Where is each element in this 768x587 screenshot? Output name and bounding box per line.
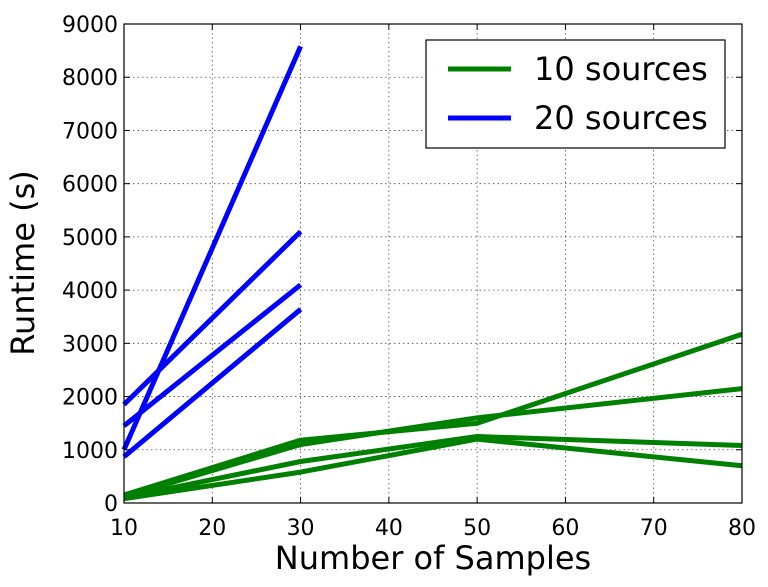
series-line-10-sources	[123, 436, 743, 502]
x-tick-label: 40	[375, 516, 403, 541]
series-line-20-sources	[121, 45, 303, 451]
series-line-20-sources	[122, 229, 303, 407]
y-tick-label: 3000	[62, 332, 118, 357]
y-axis-label: Runtime (s)	[4, 170, 42, 355]
x-tick-label: 60	[551, 516, 579, 541]
x-axis-label: Number of Samples	[275, 539, 591, 577]
series-line-10-sources	[123, 386, 743, 499]
y-tick-label: 9000	[62, 13, 118, 38]
y-tick-label: 5000	[62, 226, 118, 251]
series-lines	[121, 45, 743, 502]
legend-label: 20 sources	[534, 99, 708, 137]
y-tick-label: 6000	[62, 173, 118, 198]
x-tick-label: 10	[110, 516, 138, 541]
y-tick-labels: 0 1000 2000 3000 4000 5000 6000 7000 8000 9000	[62, 13, 118, 517]
legend-box	[425, 39, 726, 149]
y-tick-label: 4000	[62, 279, 118, 304]
plot-frame	[123, 23, 743, 504]
y-tick-label: 1000	[62, 439, 118, 464]
series-line-20-sources	[122, 307, 303, 459]
x-tick-label: 20	[198, 516, 226, 541]
x-tick-label: 70	[640, 516, 668, 541]
x-tick-label: 30	[287, 516, 315, 541]
series-line-10-sources	[123, 434, 743, 501]
y-tick-label: 2000	[62, 386, 118, 411]
y-tick-label: 0	[104, 492, 118, 517]
x-tick-label: 50	[463, 516, 491, 541]
x-tick-label: 80	[728, 516, 756, 541]
y-tick-label: 8000	[62, 66, 118, 91]
legend-label: 10 sources	[534, 50, 708, 88]
x-tick-labels: 10 20 30 40 50 60 70 80	[110, 516, 756, 541]
series-line-20-sources	[122, 282, 303, 428]
legend: 10 sources 20 sources	[425, 39, 726, 149]
tick-marks	[123, 23, 743, 504]
y-tick-label: 7000	[62, 119, 118, 144]
